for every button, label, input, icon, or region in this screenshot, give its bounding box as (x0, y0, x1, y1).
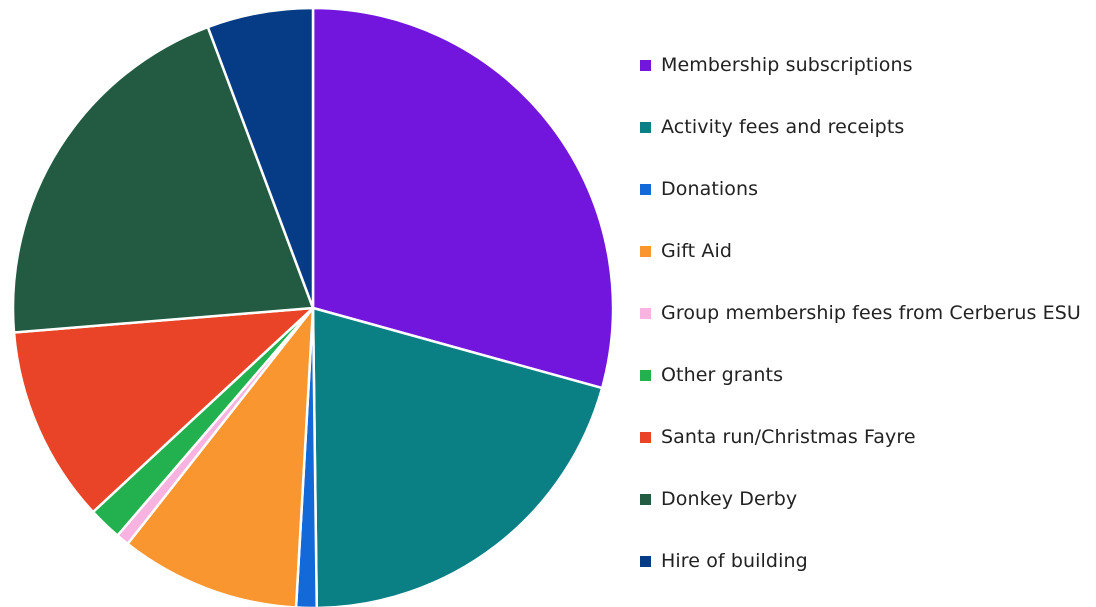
legend-item-other-grants: Other grants (640, 344, 1090, 406)
legend-swatch (640, 183, 651, 195)
legend-item-santa-run-christmas-fayre: Santa run/Christmas Fayre (640, 406, 1090, 468)
pie-slice-hire-of-building (206, 6, 315, 310)
legend-swatch (640, 307, 651, 319)
legend-swatch (640, 431, 651, 443)
legend-label: Donkey Derby (661, 488, 798, 510)
legend-item-gift-aid: Gift Aid (640, 220, 1090, 282)
pie-slice-donkey-derby (11, 25, 315, 334)
legend-swatch (640, 369, 651, 381)
legend-label: Activity fees and receipts (661, 116, 905, 138)
legend-label: Santa run/Christmas Fayre (661, 426, 916, 448)
legend-label: Gift Aid (661, 240, 732, 262)
legend-label: Donations (661, 178, 759, 200)
legend-swatch (640, 245, 651, 257)
legend-swatch (640, 493, 651, 505)
pie-chart (11, 6, 615, 607)
legend-item-activity-fees-and-receipts: Activity fees and receipts (640, 96, 1090, 158)
legend-item-hire-of-building: Hire of building (640, 530, 1090, 592)
legend-label: Membership subscriptions (661, 54, 913, 76)
legend-label: Hire of building (661, 550, 808, 572)
legend-swatch (640, 555, 651, 567)
legend-item-membership-subscriptions: Membership subscriptions (640, 34, 1090, 96)
pie-slice-activity-fees-and-receipts (311, 306, 604, 607)
legend: Membership subscriptions Activity fees an… (640, 34, 1090, 592)
legend-label: Other grants (661, 364, 784, 386)
legend-item-group-membership-fees-from-cerberus-esu: Group membership fees from Cerberus ESU (640, 282, 1090, 344)
legend-swatch (640, 59, 651, 71)
legend-item-donkey-derby: Donkey Derby (640, 468, 1090, 530)
pie-slices (11, 6, 615, 607)
legend-item-donations: Donations (640, 158, 1090, 220)
pie-slice-membership-subscriptions (311, 6, 615, 390)
legend-swatch (640, 121, 651, 133)
legend-label: Group membership fees from Cerberus ESU (661, 302, 1081, 324)
pie-slice-santa-run-christmas-fayre (12, 306, 315, 514)
